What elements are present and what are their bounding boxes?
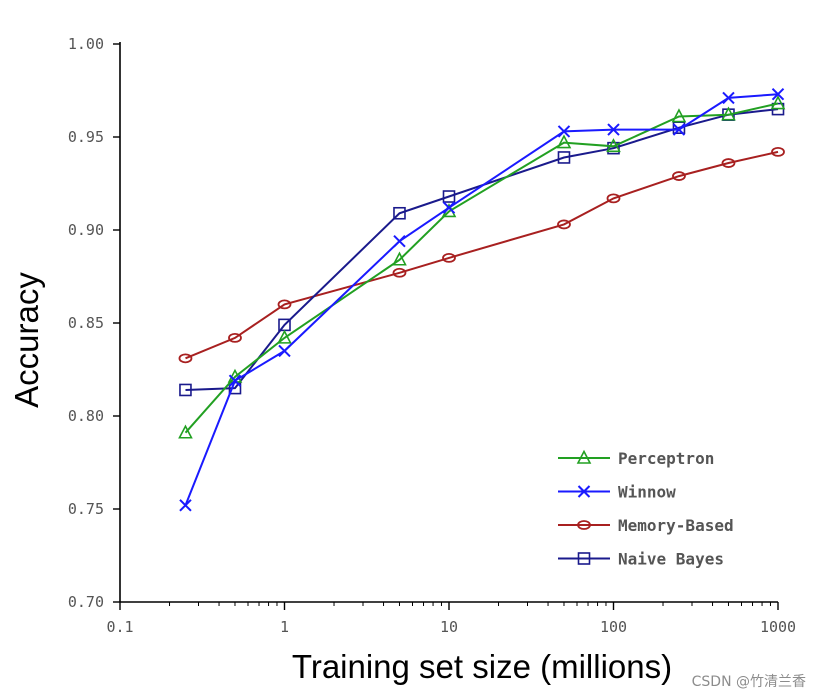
data-point [722, 91, 735, 105]
y-tick-label: 0.95 [68, 128, 104, 146]
data-point [442, 190, 456, 203]
data-point [671, 108, 687, 123]
data-point [179, 383, 192, 397]
marker-stroke [228, 374, 242, 387]
data-point [393, 206, 406, 220]
marker-stroke [179, 499, 192, 512]
x-tick-label: 1 [280, 618, 289, 636]
marker-stroke [771, 88, 785, 101]
data-point [442, 252, 456, 263]
data-point [607, 123, 620, 136]
data-point [770, 95, 786, 110]
series-line [184, 93, 779, 506]
data-point [606, 193, 621, 204]
legend-marker [577, 485, 591, 498]
data-point [228, 374, 242, 387]
data-point [178, 353, 193, 364]
legend-marker [577, 520, 591, 530]
data-point [771, 146, 785, 157]
x-tick-label: 10 [440, 618, 458, 636]
data-point [721, 158, 736, 168]
data-point [721, 106, 736, 121]
data-point [672, 171, 686, 181]
legend-item: Memory-Based [558, 516, 734, 535]
series-winnow [179, 88, 785, 512]
marker-stroke [442, 201, 456, 214]
legend-label: Naive Bayes [618, 550, 724, 569]
y-tick-label: 1.00 [68, 35, 104, 53]
series-perceptron [178, 95, 786, 439]
series-line [184, 102, 779, 434]
data-point [178, 424, 193, 439]
data-point [556, 134, 572, 149]
x-tick-label: 100 [600, 618, 627, 636]
data-point [179, 499, 192, 512]
data-point [277, 299, 292, 310]
y-tick-label: 0.85 [68, 314, 104, 332]
data-point [278, 344, 291, 358]
x-tick-label: 1000 [760, 618, 796, 636]
data-point [442, 201, 456, 214]
data-point [672, 123, 686, 136]
data-point [607, 141, 620, 155]
legend-label: Memory-Based [618, 516, 734, 535]
marker-stroke [278, 344, 291, 358]
data-point [228, 332, 242, 343]
legend-item: Winnow [558, 483, 676, 502]
x-axis-title: Training set size (millions) [292, 648, 672, 685]
y-tick-label: 0.70 [68, 593, 104, 611]
legend-label: Winnow [618, 483, 676, 502]
data-point [557, 125, 571, 138]
series-line [185, 150, 779, 360]
data-point [771, 88, 785, 101]
y-tick-label: 0.80 [68, 407, 104, 425]
marker-stroke [393, 234, 406, 248]
marker-stroke [557, 125, 571, 138]
y-tick-label: 0.75 [68, 500, 104, 518]
data-point [392, 251, 407, 266]
y-axis-title: Accuracy [8, 272, 45, 408]
marker-stroke [672, 123, 686, 136]
legend-item: Perceptron [558, 449, 714, 468]
legend-marker [577, 552, 591, 565]
chart-legend: Perceptron Winnow Memory-Based Naive Bayes [558, 449, 734, 569]
chart-series [178, 88, 786, 512]
marker-stroke [577, 485, 591, 498]
data-point [277, 329, 292, 344]
marker-stroke [607, 123, 620, 136]
legend-marker [576, 449, 592, 464]
legend-label: Perceptron [618, 449, 714, 468]
chart-axes: 0.70 0.75 0.80 0.85 0.90 0.95 1.00 0.1 1 10 100 100… [68, 35, 796, 636]
marker-stroke [722, 91, 735, 105]
y-tick-label: 0.90 [68, 221, 104, 239]
data-point [392, 267, 407, 278]
data-point [557, 219, 571, 230]
data-point [393, 234, 406, 248]
watermark: CSDN @竹清兰香 [692, 674, 806, 690]
data-point [606, 138, 621, 153]
legend-item: Naive Bayes [558, 550, 724, 569]
data-point [557, 151, 571, 164]
series-memory-based [178, 146, 785, 364]
x-tick-label: 0.1 [106, 618, 133, 636]
